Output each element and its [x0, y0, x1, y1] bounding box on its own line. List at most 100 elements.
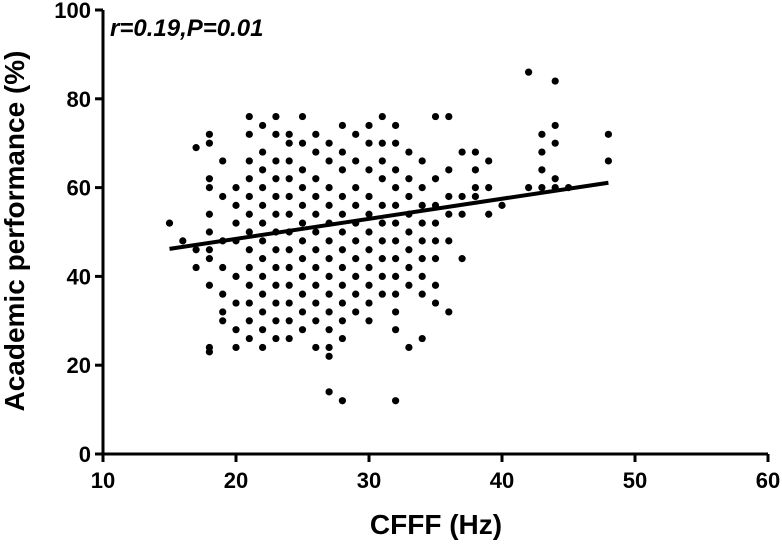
regression-line: [169, 180, 609, 251]
data-point: [338, 334, 346, 343]
data-point: [365, 121, 373, 130]
data-point: [259, 343, 267, 352]
data-point: [392, 308, 400, 316]
data-point: [485, 210, 493, 218]
correlation-annotation: r=0.19,P=0.01: [110, 15, 263, 42]
data-point: [298, 326, 307, 334]
x-tick-label: 40: [490, 468, 514, 493]
data-point: [378, 112, 386, 121]
data-point: [232, 219, 240, 227]
data-point: [205, 255, 213, 263]
data-point: [352, 272, 360, 280]
data-point: [312, 148, 320, 156]
data-point: [392, 272, 400, 280]
data-point: [418, 290, 426, 298]
data-point: [272, 112, 280, 121]
data-point: [405, 281, 413, 289]
data-point: [325, 139, 333, 147]
data-point: [245, 317, 253, 325]
y-tick-label: 60: [67, 176, 91, 201]
data-point: [312, 263, 320, 272]
data-point: [245, 281, 253, 289]
data-point: [405, 175, 413, 183]
data-point: [392, 326, 400, 334]
data-point: [392, 290, 400, 298]
data-point: [298, 255, 307, 263]
data-point: [285, 299, 293, 307]
data-point: [192, 246, 200, 254]
data-points: [165, 68, 613, 405]
data-point: [445, 237, 453, 245]
data-point: [604, 157, 613, 165]
data-point: [298, 290, 307, 298]
data-point: [325, 184, 333, 192]
data-point: [418, 201, 426, 209]
data-point: [259, 148, 267, 156]
data-point: [259, 237, 267, 245]
data-point: [272, 317, 280, 325]
data-point: [298, 166, 307, 174]
data-point: [272, 263, 280, 272]
data-point: [272, 210, 280, 218]
data-point: [418, 334, 426, 343]
data-point: [405, 343, 413, 352]
data-point: [245, 246, 253, 254]
data-point: [604, 130, 613, 138]
data-point: [272, 281, 280, 289]
data-point: [285, 263, 293, 272]
data-point: [245, 157, 253, 165]
data-point: [272, 334, 280, 343]
data-point: [365, 228, 373, 236]
data-point: [312, 192, 320, 201]
data-point: [338, 317, 346, 325]
data-point: [325, 343, 333, 352]
data-point: [312, 175, 320, 183]
data-point: [325, 201, 333, 209]
data-point: [498, 201, 506, 209]
data-point: [418, 219, 426, 227]
data-point: [325, 272, 333, 280]
data-point: [431, 219, 440, 227]
data-point: [352, 157, 360, 165]
data-point: [392, 255, 400, 263]
data-point: [458, 210, 466, 218]
data-point: [405, 228, 413, 236]
data-point: [205, 184, 213, 192]
data-point: [365, 139, 373, 147]
data-point: [259, 219, 267, 227]
data-point: [285, 175, 293, 183]
x-tick-label: 60: [756, 468, 780, 493]
data-point: [551, 139, 559, 147]
data-point: [285, 246, 293, 254]
data-point: [458, 255, 466, 263]
data-point: [352, 237, 360, 245]
data-point: [392, 121, 400, 130]
data-point: [525, 68, 533, 76]
data-point: [471, 148, 479, 156]
data-point: [392, 201, 400, 209]
data-point: [312, 317, 320, 325]
data-point: [192, 263, 200, 272]
data-point: [325, 326, 333, 334]
data-point: [418, 272, 426, 280]
data-point: [245, 192, 253, 201]
data-point: [205, 210, 213, 218]
data-point: [445, 166, 453, 174]
data-point: [312, 343, 320, 352]
data-point: [219, 263, 227, 272]
data-point: [205, 281, 213, 289]
data-point: [232, 343, 240, 352]
data-point: [365, 166, 373, 174]
data-point: [431, 281, 440, 289]
data-point: [418, 157, 426, 165]
data-point: [285, 130, 293, 138]
data-point: [272, 192, 280, 201]
data-point: [365, 246, 373, 254]
data-point: [418, 255, 426, 263]
data-point: [392, 184, 400, 192]
data-point: [219, 317, 227, 325]
data-point: [365, 192, 373, 201]
y-tick-label: 40: [67, 264, 91, 289]
data-point: [525, 184, 533, 192]
data-point: [378, 219, 386, 227]
